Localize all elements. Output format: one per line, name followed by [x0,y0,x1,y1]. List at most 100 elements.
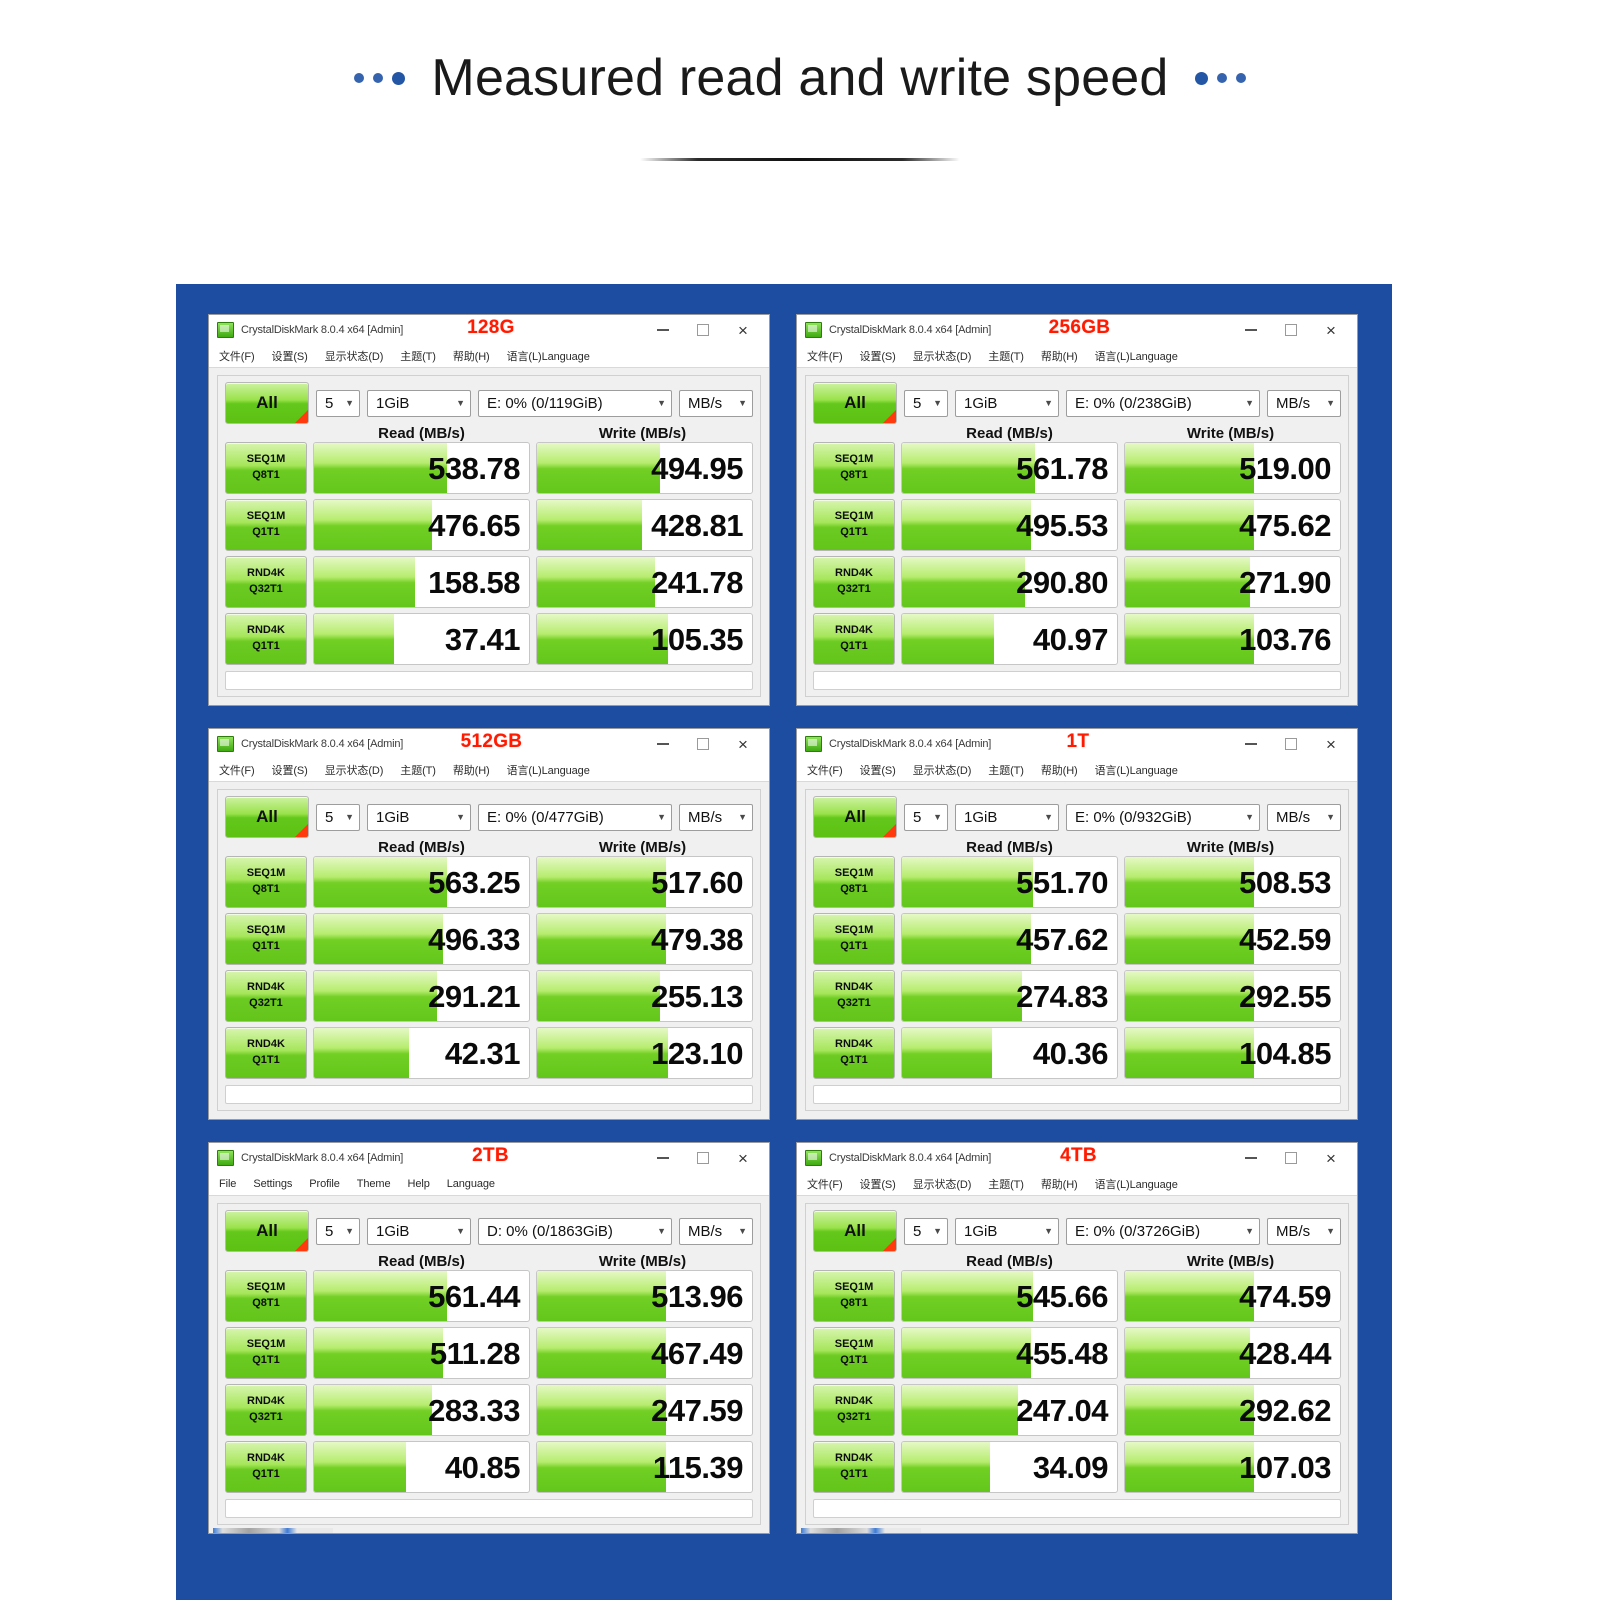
menu-item-4[interactable]: 帮助(H) [452,765,490,777]
test-runs-select[interactable]: 5 ▼ [316,1217,360,1245]
menu-item-5[interactable]: Language [446,1178,495,1190]
test-size-select[interactable]: 1GiB ▼ [367,1217,471,1245]
menu-item-1[interactable]: 设置(S) [271,351,308,363]
menu-item-2[interactable]: 显示状态(D) [324,351,384,363]
menu-item-2[interactable]: 显示状态(D) [912,765,972,777]
menu-item-4[interactable]: 帮助(H) [1040,351,1078,363]
unit-select[interactable]: MB/s ▼ [679,389,753,417]
unit-select[interactable]: MB/s ▼ [679,1217,753,1245]
menu-bar[interactable]: File Settings Profile Theme Help Language [209,1173,769,1195]
menu-item-3[interactable]: Theme [356,1178,391,1190]
menu-item-2[interactable]: 显示状态(D) [912,351,972,363]
test-mode-button[interactable]: SEQ1M Q1T1 [225,499,307,551]
menu-item-3[interactable]: 主题(T) [988,765,1024,777]
menu-item-1[interactable]: 设置(S) [859,765,896,777]
run-all-button[interactable]: All [225,382,309,424]
menu-item-0[interactable]: 文件(F) [219,765,255,777]
unit-select[interactable]: MB/s ▼ [1267,389,1341,417]
run-all-button[interactable]: All [813,382,897,424]
test-mode-button[interactable]: RND4K Q32T1 [225,556,307,608]
benchmark-toolbar[interactable]: All 5 ▼ 1GiB ▼ E: 0% (0/932GiB) ▼ MB/s ▼ [813,796,1341,838]
test-size-select[interactable]: 1GiB ▼ [955,389,1059,417]
benchmark-toolbar[interactable]: All 5 ▼ 1GiB ▼ E: 0% (0/238GiB) ▼ MB/s ▼ [813,382,1341,424]
menu-item-5[interactable]: 语言(L)Language [1094,351,1178,363]
menu-item-4[interactable]: 帮助(H) [452,351,490,363]
test-mode-button[interactable]: RND4K Q32T1 [225,970,307,1022]
menu-item-2[interactable]: 显示状态(D) [324,765,384,777]
menu-item-3[interactable]: 主题(T) [400,351,436,363]
run-all-button[interactable]: All [813,796,897,838]
menu-item-1[interactable]: 设置(S) [859,1179,896,1191]
test-mode-button[interactable]: RND4K Q1T1 [225,1441,307,1493]
menu-item-5[interactable]: 语言(L)Language [1094,1179,1178,1191]
test-runs-select[interactable]: 5 ▼ [316,389,360,417]
minimize-button[interactable] [1231,1143,1271,1173]
target-drive-select[interactable]: E: 0% (0/238GiB) ▼ [1066,389,1260,417]
minimize-button[interactable] [1231,729,1271,759]
menu-item-5[interactable]: 语言(L)Language [1094,765,1178,777]
window-titlebar[interactable]: CrystalDiskMark 8.0.4 x64 [Admin] 4TB × [797,1143,1357,1173]
window-controls[interactable]: × [1231,1143,1351,1173]
maximize-button[interactable] [1271,315,1311,345]
test-mode-button[interactable]: SEQ1M Q8T1 [813,1270,895,1322]
test-runs-select[interactable]: 5 ▼ [904,803,948,831]
menu-item-2[interactable]: Profile [309,1178,340,1190]
menu-bar[interactable]: 文件(F) 设置(S) 显示状态(D) 主题(T) 帮助(H) 语言(L)Language [209,345,769,367]
test-mode-button[interactable]: SEQ1M Q8T1 [225,1270,307,1322]
test-mode-button[interactable]: RND4K Q1T1 [813,1441,895,1493]
menu-item-5[interactable]: 语言(L)Language [506,351,590,363]
crystaldiskmark-window[interactable]: CrystalDiskMark 8.0.4 x64 [Admin] 2TB × Fil… [208,1142,770,1534]
maximize-button[interactable] [1271,1143,1311,1173]
maximize-button[interactable] [683,315,723,345]
benchmark-toolbar[interactable]: All 5 ▼ 1GiB ▼ E: 0% (0/119GiB) ▼ MB/s ▼ [225,382,753,424]
target-drive-select[interactable]: D: 0% (0/1863GiB) ▼ [478,1217,672,1245]
run-all-button[interactable]: All [225,796,309,838]
test-mode-button[interactable]: RND4K Q32T1 [813,556,895,608]
test-size-select[interactable]: 1GiB ▼ [367,389,471,417]
window-controls[interactable]: × [1231,315,1351,345]
window-controls[interactable]: × [643,1143,763,1173]
maximize-button[interactable] [683,729,723,759]
target-drive-select[interactable]: E: 0% (0/119GiB) ▼ [478,389,672,417]
maximize-button[interactable] [1271,729,1311,759]
test-runs-select[interactable]: 5 ▼ [316,803,360,831]
test-mode-button[interactable]: SEQ1M Q1T1 [813,1327,895,1379]
test-size-select[interactable]: 1GiB ▼ [367,803,471,831]
unit-select[interactable]: MB/s ▼ [679,803,753,831]
window-titlebar[interactable]: CrystalDiskMark 8.0.4 x64 [Admin] 128G × [209,315,769,345]
window-controls[interactable]: × [1231,729,1351,759]
test-mode-button[interactable]: SEQ1M Q8T1 [225,856,307,908]
menu-item-0[interactable]: 文件(F) [807,1179,843,1191]
crystaldiskmark-window[interactable]: CrystalDiskMark 8.0.4 x64 [Admin] 128G × 文件… [208,314,770,706]
menu-item-1[interactable]: 设置(S) [271,765,308,777]
test-mode-button[interactable]: SEQ1M Q1T1 [225,913,307,965]
menu-item-5[interactable]: 语言(L)Language [506,765,590,777]
minimize-button[interactable] [643,315,683,345]
crystaldiskmark-window[interactable]: CrystalDiskMark 8.0.4 x64 [Admin] 256GB × 文… [796,314,1358,706]
test-mode-button[interactable]: RND4K Q32T1 [225,1384,307,1436]
benchmark-toolbar[interactable]: All 5 ▼ 1GiB ▼ D: 0% (0/1863GiB) ▼ MB/s ▼ [225,1210,753,1252]
crystaldiskmark-window[interactable]: CrystalDiskMark 8.0.4 x64 [Admin] 1T × 文件(F… [796,728,1358,1120]
test-runs-select[interactable]: 5 ▼ [904,389,948,417]
menu-item-1[interactable]: 设置(S) [859,351,896,363]
close-button[interactable]: × [1326,320,1336,340]
test-mode-button[interactable]: RND4K Q1T1 [813,613,895,665]
test-runs-select[interactable]: 5 ▼ [904,1217,948,1245]
window-controls[interactable]: × [643,315,763,345]
menu-bar[interactable]: 文件(F) 设置(S) 显示状态(D) 主题(T) 帮助(H) 语言(L)Language [209,759,769,781]
menu-item-3[interactable]: 主题(T) [400,765,436,777]
window-controls[interactable]: × [643,729,763,759]
unit-select[interactable]: MB/s ▼ [1267,1217,1341,1245]
benchmark-toolbar[interactable]: All 5 ▼ 1GiB ▼ E: 0% (0/477GiB) ▼ MB/s ▼ [225,796,753,838]
menu-item-2[interactable]: 显示状态(D) [912,1179,972,1191]
close-button[interactable]: × [1326,734,1336,754]
window-titlebar[interactable]: CrystalDiskMark 8.0.4 x64 [Admin] 1T × [797,729,1357,759]
menu-item-0[interactable]: File [219,1178,237,1190]
menu-item-0[interactable]: 文件(F) [807,765,843,777]
menu-bar[interactable]: 文件(F) 设置(S) 显示状态(D) 主题(T) 帮助(H) 语言(L)Language [797,1173,1357,1195]
test-mode-button[interactable]: RND4K Q32T1 [813,970,895,1022]
minimize-button[interactable] [643,1143,683,1173]
test-mode-button[interactable]: RND4K Q32T1 [813,1384,895,1436]
test-mode-button[interactable]: SEQ1M Q1T1 [225,1327,307,1379]
target-drive-select[interactable]: E: 0% (0/932GiB) ▼ [1066,803,1260,831]
